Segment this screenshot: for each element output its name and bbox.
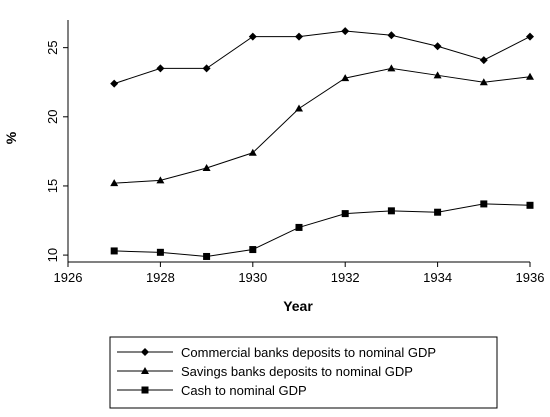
legend-marker <box>141 386 149 394</box>
legend-item: Cash to nominal GDP <box>117 383 307 398</box>
x-tick-label: 1932 <box>331 270 360 285</box>
legend-marker <box>141 367 149 374</box>
y-tick-label: 15 <box>45 179 60 193</box>
data-point <box>248 32 257 41</box>
legend-marker <box>141 348 149 356</box>
legend: Commercial banks deposits to nominal GDP… <box>109 336 498 409</box>
data-point <box>341 74 350 82</box>
series-diamond <box>110 27 534 88</box>
legend-label: Cash to nominal GDP <box>181 383 307 398</box>
data-point <box>202 163 211 171</box>
data-point <box>479 78 488 86</box>
data-point <box>480 200 488 208</box>
legend-item: Commercial banks deposits to nominal GDP <box>117 345 436 360</box>
x-tick-label: 1930 <box>238 270 267 285</box>
legend-label: Commercial banks deposits to nominal GDP <box>181 345 436 360</box>
data-point <box>387 31 396 40</box>
data-point <box>526 32 534 41</box>
x-tick-label: 1934 <box>423 270 452 285</box>
x-tick-label: 1926 <box>54 270 83 285</box>
y-ticks: 10 15 20 25 <box>45 40 68 262</box>
y-tick-label: 20 <box>45 110 60 124</box>
x-tick-label: 1928 <box>146 270 175 285</box>
series-triangle <box>110 64 534 187</box>
data-point <box>156 176 165 184</box>
series-line <box>114 67 531 184</box>
series-line <box>114 203 531 257</box>
data-point <box>526 201 534 209</box>
x-tick-label: 1936 <box>516 270 545 285</box>
y-axis-title: % <box>3 131 19 144</box>
series-square <box>110 200 534 260</box>
legend-box <box>109 336 498 409</box>
data-point <box>295 32 303 41</box>
series-line <box>114 30 531 85</box>
data-point <box>295 223 303 231</box>
data-point <box>387 207 395 215</box>
data-point <box>433 71 442 79</box>
y-tick-label: 10 <box>45 248 60 262</box>
legend-item: Savings banks deposits to nominal GDP <box>117 364 413 379</box>
y-tick-label: 25 <box>45 40 60 54</box>
data-point <box>479 56 488 65</box>
data-point <box>110 79 119 88</box>
data-point <box>526 72 534 80</box>
x-axis-title: Year <box>283 298 313 314</box>
data-point <box>341 210 349 218</box>
data-point <box>387 64 396 72</box>
data-point <box>434 208 442 216</box>
data-point <box>110 247 118 255</box>
data-point <box>249 246 257 254</box>
data-point <box>202 64 211 73</box>
data-point <box>341 27 350 36</box>
data-point <box>295 104 303 112</box>
x-ticks: 1926 1928 1930 1932 1934 1936 <box>54 262 545 285</box>
data-point <box>156 248 164 256</box>
data-point <box>203 252 211 260</box>
data-point <box>156 64 165 73</box>
series-layer <box>110 27 534 260</box>
data-point <box>248 148 257 156</box>
data-point <box>433 42 442 51</box>
axes <box>67 20 530 263</box>
data-point <box>110 179 119 187</box>
legend-label: Savings banks deposits to nominal GDP <box>181 364 413 379</box>
